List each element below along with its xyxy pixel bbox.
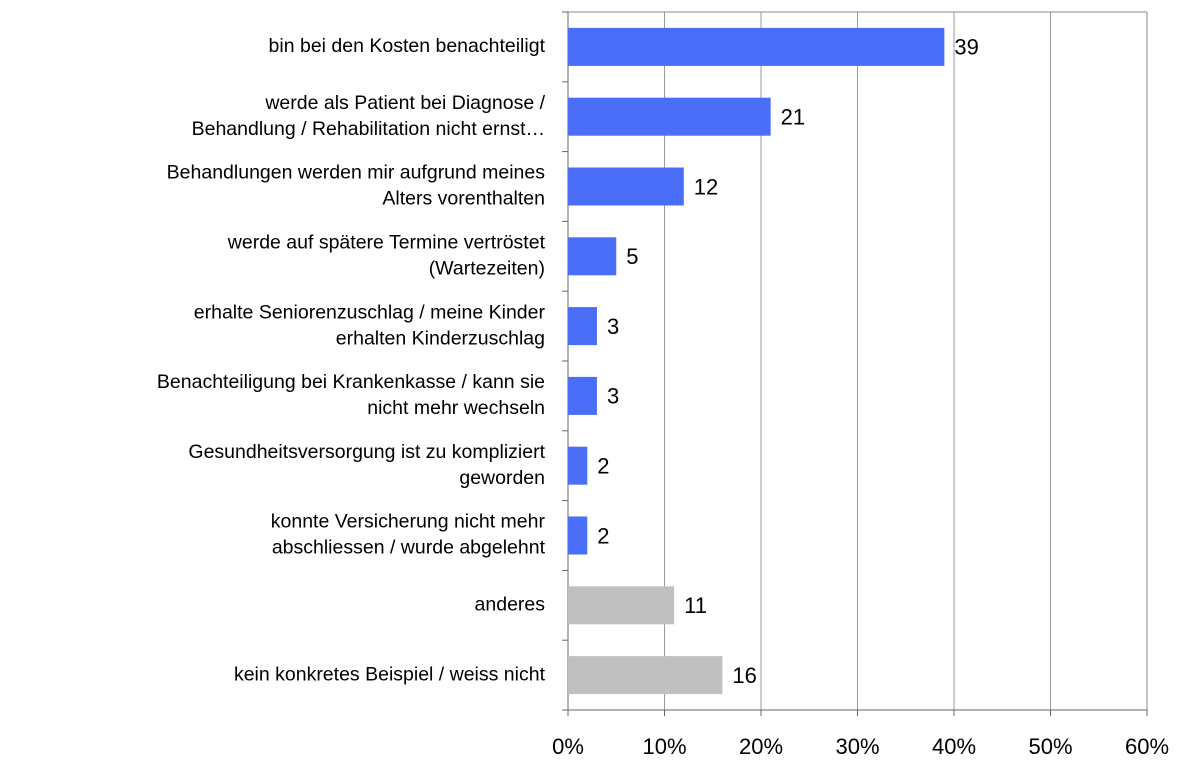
- category-label: Benachteiligung bei Krankenkasse / kann …: [157, 371, 545, 393]
- x-tick-label: 10%: [642, 734, 686, 759]
- bar: [568, 516, 588, 555]
- x-tick-label: 60%: [1125, 734, 1169, 759]
- category-label: geworden: [459, 467, 545, 489]
- bar: [568, 237, 617, 276]
- category-label: erhalte Seniorenzuschlag / meine Kinder: [194, 301, 546, 323]
- category-label: (Wartezeiten): [429, 257, 545, 279]
- bar: [568, 446, 588, 485]
- data-label: 39: [954, 35, 978, 60]
- x-tick-label: 30%: [835, 734, 879, 759]
- x-tick-label: 0%: [552, 734, 584, 759]
- category-label: bin bei den Kosten benachteiligt: [269, 35, 546, 57]
- x-tick-label: 20%: [739, 734, 783, 759]
- data-label: 16: [732, 663, 756, 688]
- category-label: Behandlung / Rehabilitation nicht ernst…: [192, 118, 545, 140]
- category-label: werde als Patient bei Diagnose /: [264, 92, 545, 114]
- category-label: Behandlungen werden mir aufgrund meines: [167, 162, 546, 184]
- category-label: anderes: [475, 593, 546, 615]
- bar: [568, 307, 597, 346]
- bar: [568, 27, 945, 66]
- bar: [568, 376, 597, 415]
- data-label: 2: [597, 454, 609, 479]
- bar: [568, 656, 723, 695]
- data-label: 2: [597, 523, 609, 548]
- category-label: werde auf spätere Termine vertröstet: [227, 231, 546, 253]
- category-label: Alters vorenthalten: [382, 188, 545, 210]
- data-label: 3: [607, 384, 619, 409]
- category-label: erhalten Kinderzuschlag: [336, 327, 545, 349]
- data-label: 5: [626, 244, 638, 269]
- data-label: 11: [684, 593, 707, 618]
- category-label: abschliessen / wurde abgelehnt: [272, 537, 546, 559]
- bar: [568, 97, 771, 136]
- category-label: kein konkretes Beispiel / weiss nicht: [234, 663, 546, 685]
- bar: [568, 167, 684, 206]
- x-tick-label: 50%: [1028, 734, 1072, 759]
- category-label: konnte Versicherung nicht mehr: [271, 511, 546, 533]
- data-label: 3: [607, 314, 619, 339]
- x-tick-label: 40%: [932, 734, 976, 759]
- bar: [568, 586, 675, 625]
- category-label: nicht mehr wechseln: [367, 397, 545, 419]
- category-label: Gesundheitsversorgung ist zu kompliziert: [188, 441, 545, 463]
- data-label: 12: [694, 174, 718, 199]
- data-label: 21: [781, 105, 805, 130]
